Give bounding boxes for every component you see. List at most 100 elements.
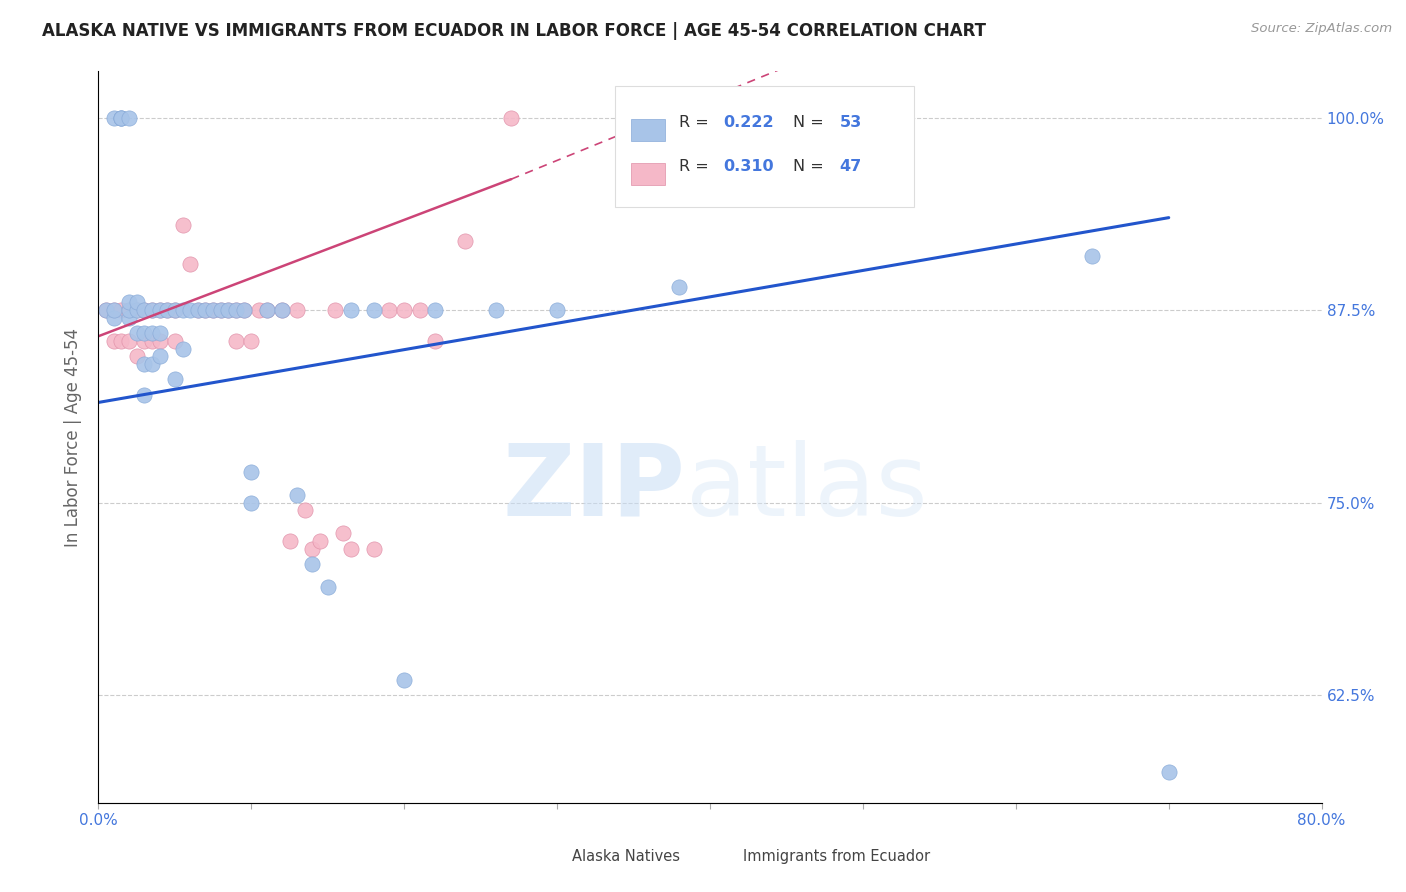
Point: [209, 303, 232, 318]
Point: [125, 303, 148, 318]
Point: [194, 303, 217, 318]
FancyBboxPatch shape: [710, 846, 737, 866]
Point: [408, 303, 430, 318]
Point: [278, 534, 301, 549]
FancyBboxPatch shape: [538, 846, 565, 866]
Text: N =: N =: [793, 159, 830, 174]
Point: [363, 541, 385, 556]
Point: [118, 310, 141, 325]
Text: 0.222: 0.222: [724, 115, 775, 130]
Point: [179, 303, 201, 318]
Point: [149, 326, 172, 340]
Point: [134, 357, 156, 371]
Point: [172, 219, 194, 233]
Point: [1157, 764, 1180, 779]
Point: [118, 334, 141, 348]
Point: [103, 303, 125, 318]
Text: 0.310: 0.310: [724, 159, 775, 174]
Point: [187, 303, 209, 318]
Point: [1081, 249, 1104, 263]
Point: [134, 326, 156, 340]
Point: [217, 303, 239, 318]
Point: [118, 111, 141, 125]
Point: [232, 303, 254, 318]
Point: [256, 303, 278, 318]
Point: [309, 534, 332, 549]
Point: [285, 488, 308, 502]
Point: [423, 303, 446, 318]
Point: [141, 334, 163, 348]
Text: Source: ZipAtlas.com: Source: ZipAtlas.com: [1251, 22, 1392, 36]
Point: [110, 111, 132, 125]
Point: [134, 334, 156, 348]
Point: [270, 303, 292, 318]
Point: [546, 303, 568, 318]
FancyBboxPatch shape: [630, 119, 665, 141]
Point: [240, 465, 263, 479]
Point: [454, 234, 477, 248]
Point: [270, 303, 292, 318]
Point: [485, 303, 508, 318]
Point: [110, 303, 132, 318]
Point: [339, 303, 361, 318]
Point: [103, 334, 125, 348]
Point: [110, 111, 132, 125]
Text: N =: N =: [793, 115, 830, 130]
Point: [217, 303, 239, 318]
Point: [172, 303, 194, 318]
Point: [179, 257, 201, 271]
Point: [118, 295, 141, 310]
Text: 47: 47: [839, 159, 862, 174]
Point: [392, 303, 416, 318]
Point: [110, 334, 132, 348]
Point: [163, 372, 186, 386]
Point: [156, 303, 179, 318]
FancyBboxPatch shape: [614, 86, 914, 207]
Point: [156, 303, 179, 318]
Point: [187, 303, 209, 318]
Point: [103, 310, 125, 325]
Point: [149, 303, 172, 318]
Point: [240, 334, 263, 348]
Point: [225, 303, 247, 318]
Point: [301, 541, 323, 556]
Point: [225, 303, 247, 318]
Point: [163, 334, 186, 348]
Point: [149, 303, 172, 318]
Point: [209, 303, 232, 318]
Text: R =: R =: [679, 115, 714, 130]
Point: [149, 334, 172, 348]
Point: [172, 342, 194, 356]
Point: [141, 357, 163, 371]
Point: [141, 303, 163, 318]
Point: [194, 303, 217, 318]
Point: [392, 673, 416, 687]
Point: [141, 303, 163, 318]
Point: [225, 334, 247, 348]
Point: [247, 303, 270, 318]
Point: [325, 303, 347, 318]
Point: [668, 280, 690, 294]
Point: [125, 326, 148, 340]
Point: [363, 303, 385, 318]
Point: [118, 303, 141, 318]
Point: [125, 303, 148, 318]
Text: atlas: atlas: [686, 440, 927, 537]
Point: [202, 303, 225, 318]
Point: [103, 111, 125, 125]
Point: [134, 303, 156, 318]
Point: [163, 303, 186, 318]
Text: Immigrants from Ecuador: Immigrants from Ecuador: [742, 848, 931, 863]
Point: [103, 303, 125, 318]
Y-axis label: In Labor Force | Age 45-54: In Labor Force | Age 45-54: [65, 327, 83, 547]
Text: 53: 53: [839, 115, 862, 130]
Point: [118, 303, 141, 318]
Point: [141, 326, 163, 340]
Point: [285, 303, 308, 318]
Text: ZIP: ZIP: [503, 440, 686, 537]
Point: [378, 303, 401, 318]
Point: [256, 303, 278, 318]
Point: [232, 303, 254, 318]
Text: ALASKA NATIVE VS IMMIGRANTS FROM ECUADOR IN LABOR FORCE | AGE 45-54 CORRELATION : ALASKA NATIVE VS IMMIGRANTS FROM ECUADOR…: [42, 22, 986, 40]
Point: [110, 111, 132, 125]
